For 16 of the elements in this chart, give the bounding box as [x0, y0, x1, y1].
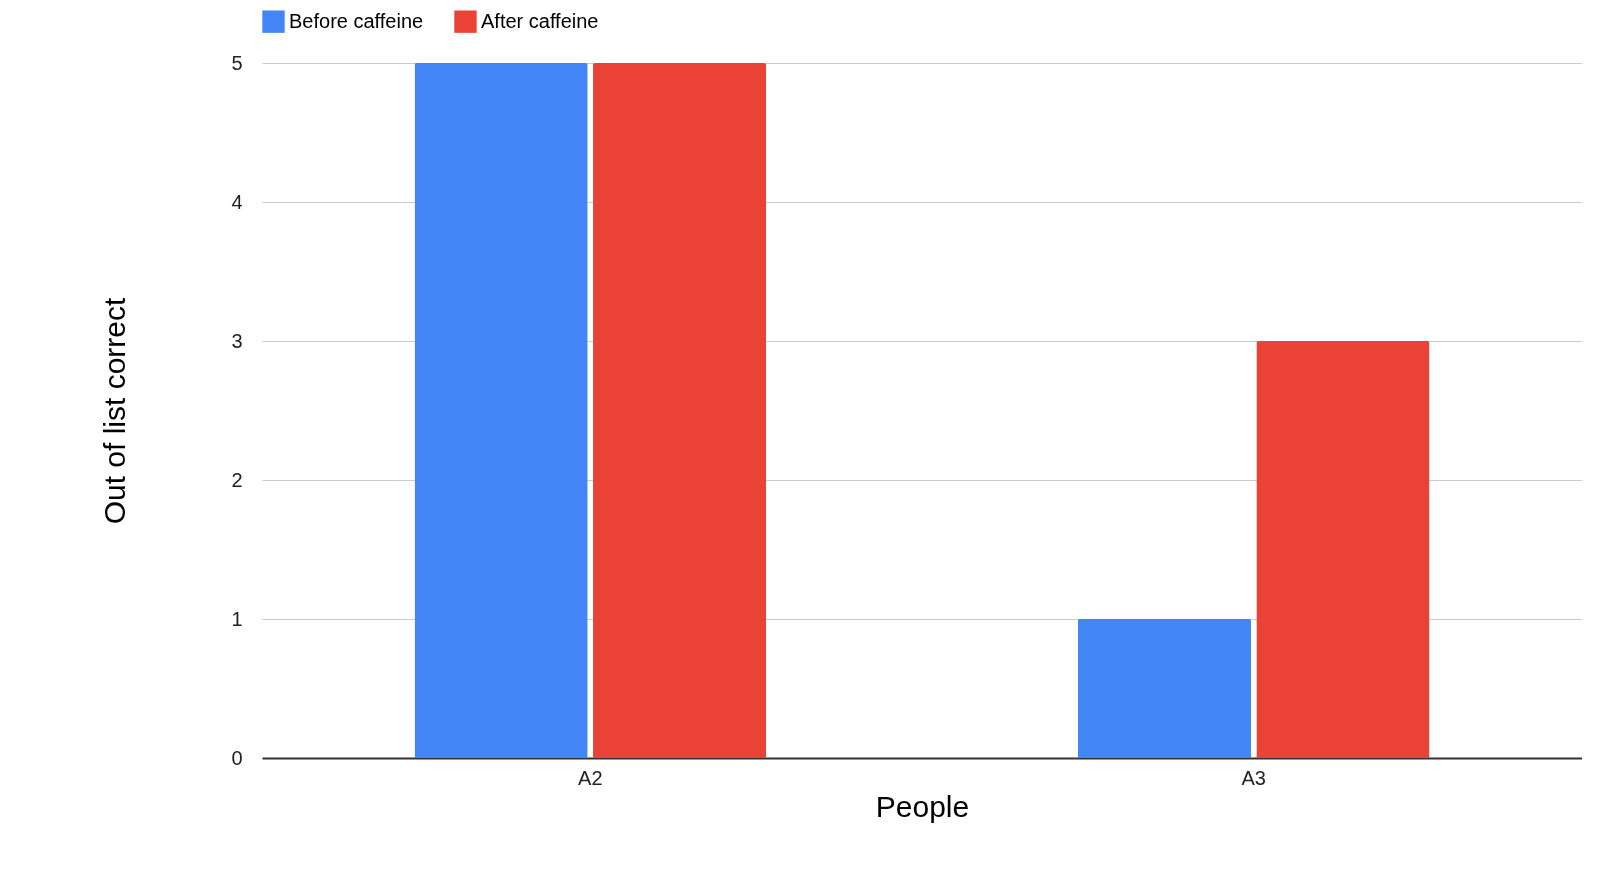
bar	[1256, 341, 1430, 758]
x-axis-title: People	[875, 789, 970, 823]
y-tick-label: 0	[231, 746, 243, 769]
y-tick-label: 5	[231, 51, 243, 74]
y-tick-label: 4	[231, 190, 243, 213]
bar	[1077, 619, 1251, 758]
legend-label: After caffeine	[481, 9, 599, 32]
x-tick-label: A2	[578, 766, 603, 789]
y-axis-title: Out of list correct	[98, 296, 132, 525]
bar	[414, 63, 588, 758]
y-tick-label: 2	[231, 468, 243, 491]
y-tick-label: 1	[231, 607, 243, 630]
y-tick-label: 3	[231, 329, 243, 352]
x-tick-label: A3	[1241, 766, 1266, 789]
bar	[593, 63, 767, 758]
legend-label: Before caffeine	[289, 9, 424, 32]
